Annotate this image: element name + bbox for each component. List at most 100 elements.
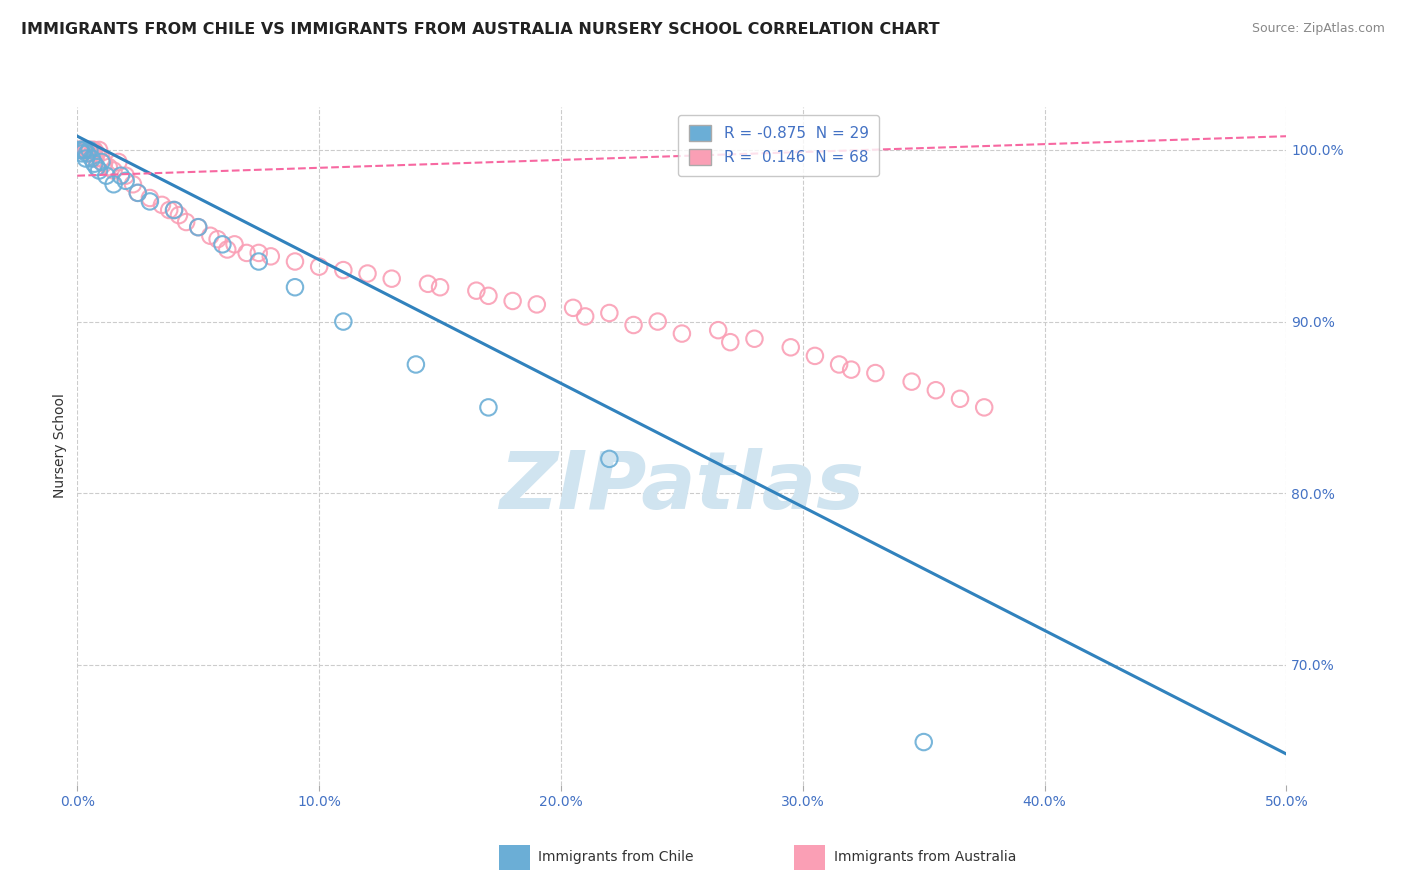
Point [167,208,190,222]
Point [163,202,186,217]
Point [779,340,801,354]
Text: Source: ZipAtlas.com: Source: ZipAtlas.com [1251,22,1385,36]
Point [332,315,354,329]
Point [72,143,94,157]
Point [79,143,101,157]
Point [332,263,354,277]
Point [416,277,439,291]
Point [90,152,112,166]
Point [187,220,209,235]
Point [526,297,548,311]
Point [70,143,93,157]
Point [70,146,93,161]
Point [211,237,233,252]
Point [804,349,827,363]
Y-axis label: Nursery School: Nursery School [53,393,67,499]
Point [69,143,91,157]
Point [308,260,330,274]
Point [247,246,270,260]
Point [477,401,499,415]
Point [84,152,107,166]
Point [75,152,97,166]
Point [80,146,103,161]
Point [502,293,524,308]
Point [122,178,145,192]
Point [647,315,669,329]
Point [207,232,229,246]
Point [718,335,741,350]
Point [90,155,112,169]
Point [80,152,103,166]
Point [76,143,98,157]
Point [114,174,136,188]
Point [114,169,136,183]
Point [75,143,97,157]
Text: Immigrants from Australia: Immigrants from Australia [834,850,1017,864]
Point [284,280,307,294]
Point [127,186,149,200]
Point [284,254,307,268]
Point [949,392,972,406]
Point [87,163,110,178]
Point [103,178,125,192]
Point [200,228,222,243]
Point [86,146,108,161]
Point [163,202,186,217]
Point [79,143,101,157]
Point [82,143,104,157]
Point [381,271,404,285]
Point [76,146,98,161]
Point [623,318,645,332]
Point [465,284,488,298]
Point [139,194,162,209]
Text: ZIPatlas: ZIPatlas [499,448,865,525]
Point [70,143,93,157]
Point [865,366,887,380]
Point [707,323,730,337]
Text: IMMIGRANTS FROM CHILE VS IMMIGRANTS FROM AUSTRALIA NURSERY SCHOOL CORRELATION CH: IMMIGRANTS FROM CHILE VS IMMIGRANTS FROM… [21,22,939,37]
Point [97,160,120,174]
Point [139,191,162,205]
Point [260,249,283,263]
Point [93,156,115,170]
Point [839,362,862,376]
Point [973,401,995,415]
Point [925,383,948,397]
Point [477,289,499,303]
Point [67,143,90,157]
Point [77,143,100,157]
Point [235,246,257,260]
Point [598,451,620,466]
Point [247,254,270,268]
Point [103,163,125,178]
Point [73,143,96,157]
Point [87,143,110,157]
Point [828,358,851,372]
Point [73,143,96,157]
Point [187,220,209,235]
Point [127,186,149,200]
Point [429,280,451,294]
Point [405,358,427,372]
Point [562,301,585,315]
Legend: R = -0.875  N = 29, R =  0.146  N = 68: R = -0.875 N = 29, R = 0.146 N = 68 [678,115,879,176]
Point [598,306,620,320]
Point [174,215,197,229]
Point [574,310,596,324]
Point [70,143,93,157]
Point [744,332,766,346]
Point [96,169,118,183]
Point [224,237,246,252]
Point [107,155,129,169]
Point [900,375,922,389]
Point [912,735,935,749]
Point [72,143,94,157]
Point [157,202,180,217]
Point [83,143,105,157]
Point [110,169,132,183]
Point [86,160,108,174]
Point [69,143,91,157]
Text: Immigrants from Chile: Immigrants from Chile [538,850,695,864]
Point [671,326,693,341]
Point [79,143,101,157]
